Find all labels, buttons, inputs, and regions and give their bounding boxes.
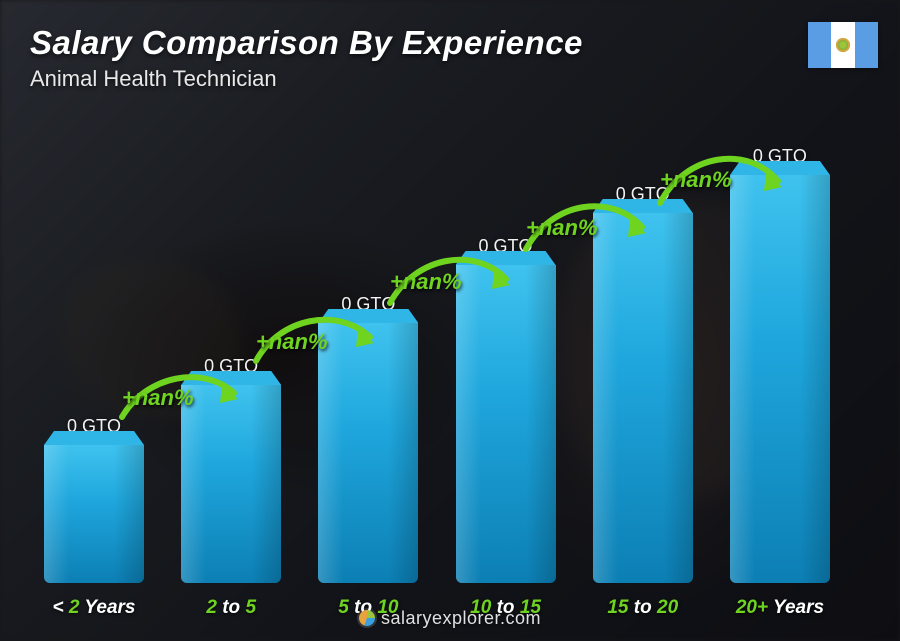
bar (456, 265, 556, 583)
country-flag-guatemala (808, 22, 878, 68)
bar (730, 175, 830, 583)
bar-column: 0 GTQ5 to 10 (308, 294, 428, 583)
bar (44, 445, 144, 583)
chart-subtitle: Animal Health Technician (30, 66, 870, 92)
bar-column: 0 GTQ20+ Years (720, 146, 840, 583)
footer-credit: salaryexplorer.com (0, 608, 900, 629)
chart-title: Salary Comparison By Experience (30, 24, 870, 62)
bar (593, 213, 693, 583)
flag-emblem (836, 38, 850, 52)
footer-text: salaryexplorer.com (381, 608, 541, 628)
bar-column: 0 GTQ< 2 Years (34, 416, 154, 583)
bar-column: 0 GTQ15 to 20 (583, 184, 703, 583)
bar (318, 323, 418, 583)
bar-chart: 0 GTQ< 2 Years0 GTQ2 to 50 GTQ5 to 100 G… (34, 123, 840, 583)
bar-column: 0 GTQ2 to 5 (171, 356, 291, 583)
flag-stripe (855, 22, 878, 68)
flag-stripe (808, 22, 831, 68)
infographic: Salary Comparison By Experience Animal H… (0, 0, 900, 641)
flag-stripe (831, 22, 854, 68)
logo-icon (359, 610, 375, 626)
bar-column: 0 GTQ10 to 15 (446, 236, 566, 583)
bar (181, 385, 281, 583)
